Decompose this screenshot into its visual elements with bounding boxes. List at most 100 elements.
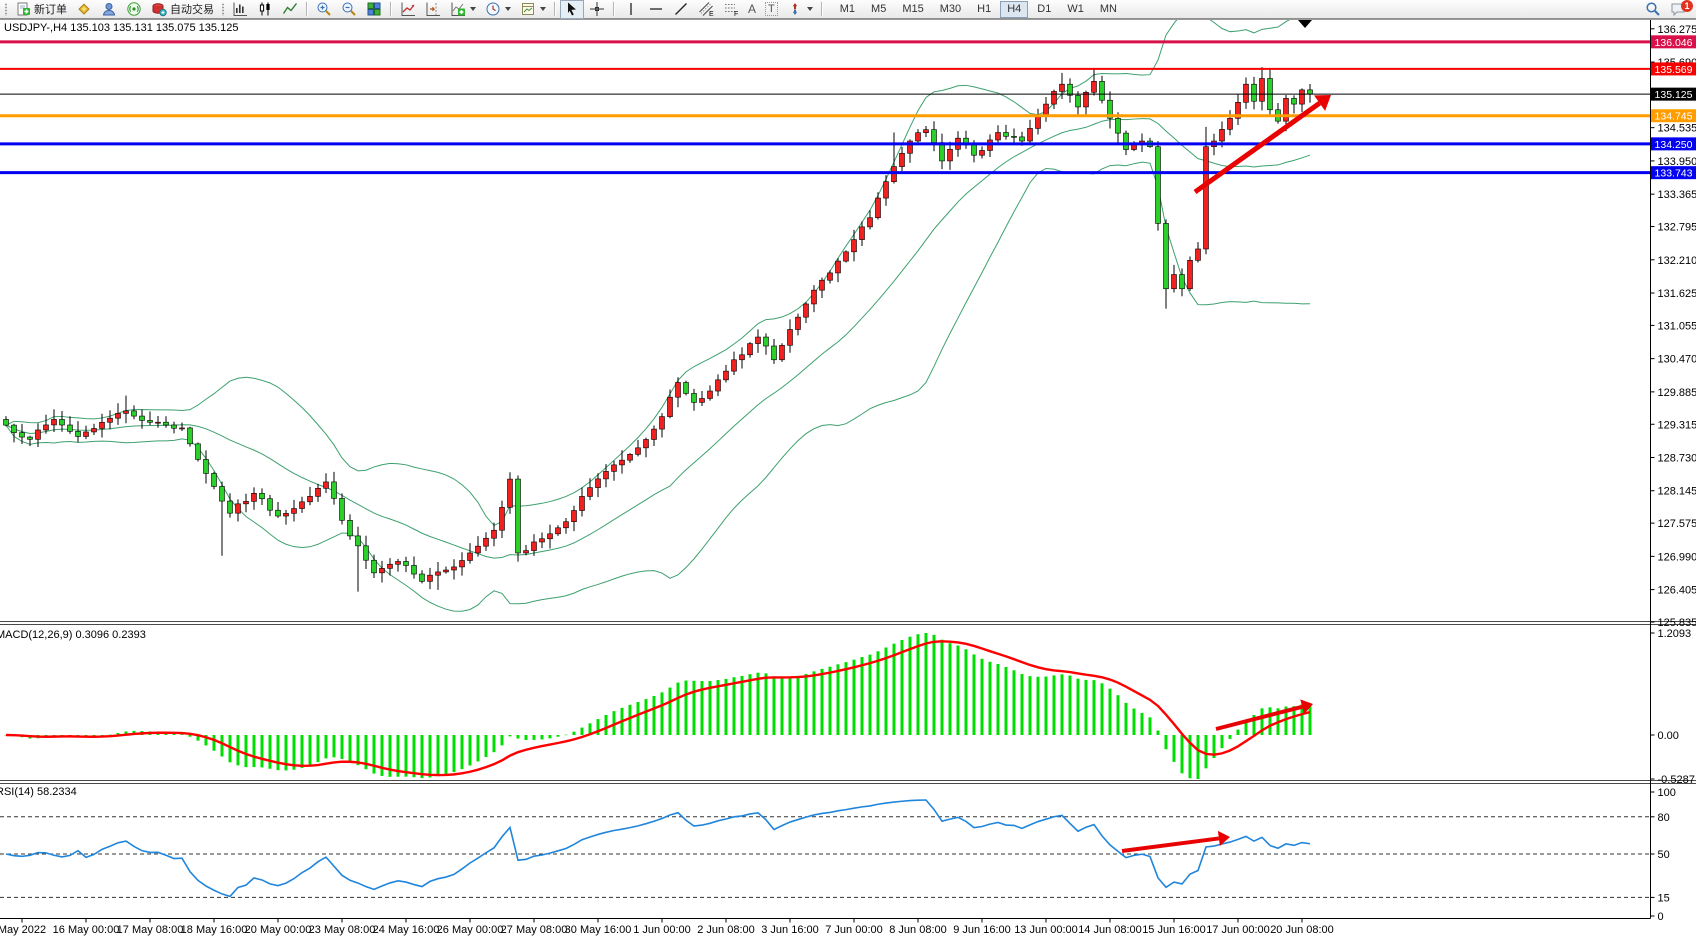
- candle: [187, 427, 193, 445]
- tf-button-mn[interactable]: MN: [1099, 3, 1117, 15]
- market-watch-button[interactable]: [72, 0, 96, 19]
- main-toolbar: 新订单: [0, 0, 1696, 19]
- signals-button[interactable]: [122, 0, 146, 19]
- cursor-tool-button[interactable]: [560, 0, 584, 19]
- time-tick-label: 24 May 16:00: [373, 924, 440, 936]
- time-tick-label: 23 May 08:00: [309, 924, 376, 936]
- add-indicator-button[interactable]: [446, 0, 480, 19]
- rsi-panel[interactable]: [0, 799, 1651, 898]
- trend-arrow-rsi[interactable]: [1121, 830, 1230, 853]
- candle: [619, 459, 625, 466]
- price-tick: 132.210: [1658, 255, 1696, 267]
- text-tool-button[interactable]: A: [744, 0, 760, 19]
- candle: [315, 487, 321, 497]
- rsi-tick: 15: [1658, 892, 1670, 904]
- candle: [867, 217, 873, 228]
- search-button[interactable]: [1641, 0, 1665, 19]
- zoom-in-button[interactable]: [312, 0, 336, 19]
- tf-button-w1[interactable]: W1: [1067, 3, 1084, 15]
- candle: [851, 239, 857, 253]
- price-tick: 127.575: [1658, 518, 1696, 530]
- crosshair-tool-button[interactable]: [585, 0, 609, 19]
- candle: [563, 521, 569, 529]
- candle: [683, 382, 689, 394]
- auto-trading-label: 自动交易: [170, 4, 214, 16]
- price-tick: 131.055: [1658, 320, 1696, 332]
- dropdown-arrow-icon: [505, 7, 511, 11]
- channel-tool-button[interactable]: E: [694, 0, 718, 19]
- time-tick-label: 8 Jun 08:00: [889, 924, 947, 936]
- chart-profile-button[interactable]: [396, 0, 420, 19]
- horizontal-line-tool-button[interactable]: [644, 0, 668, 19]
- candle: [699, 398, 705, 403]
- bar-chart-mode-button[interactable]: [228, 0, 252, 19]
- period-button[interactable]: [481, 0, 515, 19]
- new-order-icon: [17, 2, 30, 16]
- auto-trading-button[interactable]: 自动交易: [147, 0, 218, 19]
- candle: [275, 509, 281, 517]
- tile-windows-button[interactable]: [362, 0, 386, 19]
- candle: [27, 436, 33, 440]
- candlestick-mode-button[interactable]: [253, 0, 277, 19]
- trendline-tool-button[interactable]: [669, 0, 693, 19]
- trend-arrow-macd[interactable]: [1215, 699, 1313, 731]
- price-tick: 129.315: [1658, 419, 1696, 431]
- notifications-button[interactable]: 1: [1666, 0, 1694, 19]
- time-tick-label: 14 Jun 08:00: [1078, 924, 1142, 936]
- templates-button[interactable]: [516, 0, 550, 19]
- trend-arrow-main[interactable]: [1193, 95, 1331, 195]
- toolbar-grip[interactable]: [4, 2, 8, 16]
- tf-button-d1[interactable]: D1: [1037, 3, 1052, 15]
- candle: [723, 370, 729, 381]
- zoom-in-icon: [317, 2, 331, 16]
- candle: [651, 428, 657, 440]
- tf-button-m15[interactable]: M15: [902, 3, 924, 15]
- tf-button-h4[interactable]: H4: [1000, 0, 1029, 18]
- zoom-out-button[interactable]: [337, 0, 361, 19]
- line-chart-mode-button[interactable]: [278, 0, 302, 19]
- shift-chart-icon: [426, 2, 440, 16]
- candle: [1219, 129, 1225, 142]
- tf-button-m5[interactable]: M5: [871, 3, 887, 15]
- vertical-line-tool-button[interactable]: [619, 0, 643, 19]
- candle: [91, 428, 97, 433]
- chart-frame: [0, 19, 1696, 919]
- candle: [659, 416, 665, 430]
- candle: [475, 545, 481, 554]
- main-price-panel[interactable]: [3, 7, 1313, 612]
- dropdown-arrow-icon: [540, 7, 546, 11]
- candle: [587, 487, 593, 497]
- time-tick-label: 9 Jun 16:00: [953, 924, 1011, 936]
- candle: [931, 129, 937, 143]
- accounts-button[interactable]: [97, 0, 121, 19]
- candle: [883, 181, 889, 199]
- shapes-tool-button[interactable]: [783, 0, 817, 19]
- toolbar-grip[interactable]: [221, 2, 225, 16]
- chart-shift-button[interactable]: [421, 0, 445, 19]
- candle: [843, 251, 849, 262]
- new-order-button[interactable]: 新订单: [11, 0, 71, 19]
- candle: [307, 496, 313, 503]
- label-tool-button[interactable]: T: [761, 0, 782, 19]
- candle: [755, 336, 761, 344]
- macd-panel[interactable]: [4, 633, 1312, 779]
- tf-button-m1[interactable]: M1: [839, 3, 856, 15]
- candle: [171, 424, 177, 429]
- price-axis[interactable]: 136.275135.690135.105134.535133.950133.3…: [1650, 24, 1696, 923]
- tf-button-m30[interactable]: M30: [939, 3, 962, 15]
- profile-chart-icon: [401, 2, 415, 16]
- candle: [1075, 94, 1081, 108]
- candle: [547, 533, 553, 540]
- candle: [3, 419, 9, 426]
- notification-badge: 1: [1681, 0, 1693, 12]
- candle: [667, 396, 673, 417]
- time-tick-label: 16 May 00:00: [53, 924, 120, 936]
- vertical-line-icon: [630, 3, 632, 15]
- fibonacci-tool-button[interactable]: F: [719, 0, 743, 19]
- bar-marker-triangle-icon[interactable]: [1298, 20, 1312, 28]
- price-tick: 133.365: [1658, 189, 1696, 201]
- tf-button-h1[interactable]: H1: [977, 3, 992, 15]
- price-level-lines[interactable]: [0, 40, 1651, 175]
